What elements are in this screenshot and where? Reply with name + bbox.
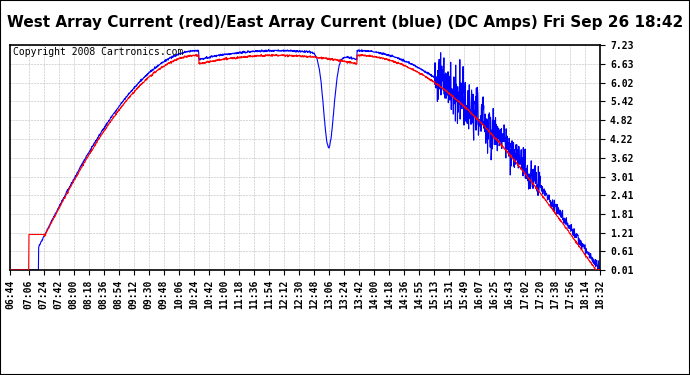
Text: West Array Current (red)/East Array Current (blue) (DC Amps) Fri Sep 26 18:42: West Array Current (red)/East Array Curr… — [7, 15, 683, 30]
Text: Copyright 2008 Cartronics.com: Copyright 2008 Cartronics.com — [13, 47, 184, 57]
